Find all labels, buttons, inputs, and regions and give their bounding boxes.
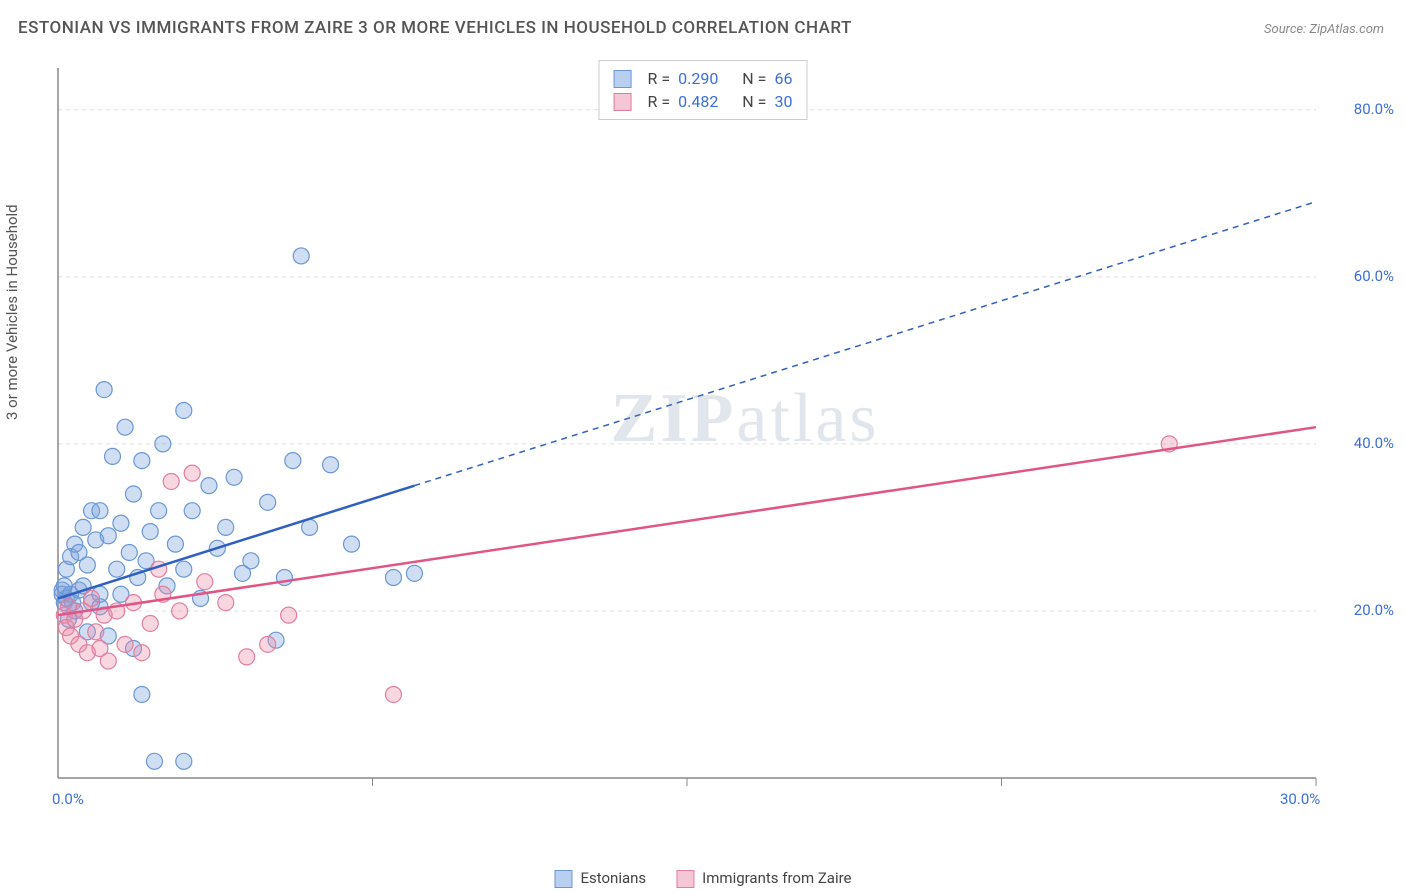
y-tick-label: 20.0% [1354,601,1394,619]
x-tick-label: 0.0% [52,790,84,808]
x-tick-label: 30.0% [1280,790,1320,808]
scatter-chart-svg [48,58,1376,818]
y-axis-label: 3 or more Vehicles in Household [3,204,21,420]
y-tick-label: 60.0% [1354,267,1394,285]
y-tick-label: 40.0% [1354,434,1394,452]
chart-title: ESTONIAN VS IMMIGRANTS FROM ZAIRE 3 OR M… [18,18,852,38]
chart-plot-area [48,58,1376,818]
legend-item-series-2: Immigrants from Zaire [676,869,851,888]
source-attribution: Source: ZipAtlas.com [1264,22,1384,37]
series-legend: Estonians Immigrants from Zaire [554,869,851,888]
legend-row-series-1: R = 0.290 N = 66 [614,67,793,90]
legend-item-series-1: Estonians [554,869,646,888]
correlation-legend: R = 0.290 N = 66 R = 0.482 N = 30 [599,60,808,120]
legend-row-series-2: R = 0.482 N = 30 [614,90,793,113]
y-tick-label: 80.0% [1354,100,1394,118]
